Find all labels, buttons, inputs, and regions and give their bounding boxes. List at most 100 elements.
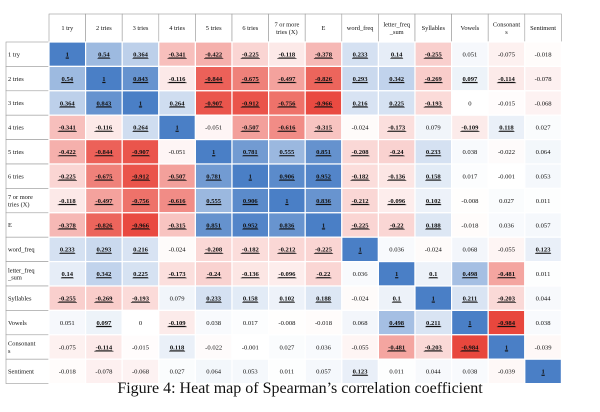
column-header-label: 1 try [61, 25, 74, 32]
cell-value-label: 0.54 [98, 52, 110, 59]
cell-value-label: 0.851 [206, 222, 221, 229]
heatmap-cell [341, 41, 379, 67]
cell-value-label: 0.027 [536, 125, 552, 132]
heatmap-cell [231, 187, 270, 214]
heatmap-cell [304, 212, 343, 238]
cell-value-label: -0.114 [96, 344, 113, 351]
cell-value-label: -0.497 [95, 198, 113, 205]
cell-value-label: 1 [102, 76, 105, 83]
row-header-line: s [8, 348, 11, 355]
heatmap-cell [487, 334, 526, 360]
row-header-line: 4 tries [8, 125, 24, 132]
cell-value-label: -0.378 [315, 52, 333, 59]
heatmap-cell [304, 139, 343, 165]
heatmap-cell [524, 187, 562, 214]
cell-value-label: 0.843 [133, 76, 149, 83]
cell-value-label: -0.984 [461, 344, 479, 351]
cell-value-label: 1 [505, 344, 508, 351]
column-header-line: 4 tries [169, 25, 185, 32]
heatmap-cell [268, 236, 306, 263]
heatmap-cell [158, 65, 197, 92]
cell-value-label: -0.193 [132, 296, 150, 303]
cell-value-label: -0.966 [315, 100, 333, 107]
cell-value-label: 0.102 [279, 296, 295, 303]
cell-value-label: 0.836 [316, 198, 332, 205]
cell-value-label: -0.051 [169, 149, 186, 156]
column-header-cell [451, 13, 489, 43]
heatmap-cell [377, 187, 416, 214]
cell-value-label: -0.225 [242, 52, 260, 59]
heatmap-cell [268, 41, 306, 67]
cell-value-label: 0.027 [499, 198, 515, 205]
heatmap-cell [48, 285, 87, 311]
heatmap-cell [158, 212, 197, 238]
column-header-label: 6 tries [242, 25, 258, 32]
heatmap-cell [84, 187, 123, 214]
heatmap-cell [304, 41, 343, 67]
heatmap-cell [194, 309, 233, 336]
cell-value-label: -0.675 [242, 76, 260, 83]
column-header-cell [85, 13, 123, 43]
cell-value-label: 0.102 [426, 198, 442, 205]
cell-value-label: -0.018 [59, 369, 77, 376]
heatmap-cell [377, 90, 416, 116]
heatmap-cell [414, 212, 453, 238]
heatmap-cell [377, 285, 416, 311]
heatmap-cell [414, 309, 453, 336]
heatmap-cell [84, 65, 123, 92]
cell-value-label: 1 [322, 222, 325, 229]
cell-value-label: -0.075 [498, 52, 516, 59]
heatmap-cell [121, 334, 160, 360]
heatmap-cell [121, 358, 160, 385]
heatmap-cell [451, 139, 489, 165]
column-header-line: 1 try [61, 25, 74, 32]
cell-value-label: -0.208 [205, 247, 223, 254]
heatmap-cell [524, 139, 562, 165]
cell-value-label: 0.225 [389, 100, 405, 107]
heatmap-cell [414, 187, 453, 214]
cell-value-label: -0.481 [498, 271, 515, 278]
cell-value-label: -0.675 [95, 174, 113, 181]
column-header-label: Syllables [422, 25, 446, 32]
row-header-line: word_freq [8, 247, 35, 254]
cell-value-label: 0.011 [536, 198, 551, 205]
cell-value-label: 0.233 [426, 149, 442, 156]
heatmap-cell [48, 114, 87, 141]
column-header-cell [524, 13, 562, 43]
cell-value-label: 0.079 [426, 125, 442, 132]
cell-value-label: -0.024 [169, 247, 187, 254]
cell-value-label: 0 [139, 320, 143, 327]
cell-value-label: 0.051 [60, 320, 75, 327]
cell-value-label: -0.118 [59, 198, 76, 205]
heatmap-cell [487, 285, 526, 311]
cell-value-label: -0.225 [352, 222, 370, 229]
heatmap-cell [304, 163, 343, 189]
cell-value-label: -0.341 [59, 125, 76, 132]
heatmap-cell [268, 212, 306, 238]
cell-value-label: -0.055 [352, 344, 370, 351]
row-header-label: Sentiment [8, 369, 34, 376]
cell-value-label: -0.193 [425, 100, 443, 107]
cell-value-label: 0.781 [243, 149, 258, 156]
row-header-line: 7 or more [8, 194, 33, 201]
cell-value-label: 0.011 [280, 369, 295, 376]
row-header-label: 2 tries [8, 76, 24, 83]
cell-value-label: -0.984 [498, 320, 516, 327]
column-header-line: Vowels [461, 25, 480, 32]
heatmap-cell [487, 65, 526, 92]
heatmap-cell [377, 334, 416, 360]
heatmap-cell [231, 236, 270, 263]
row-header-cell [5, 188, 50, 214]
column-header-line: Syllables [422, 25, 446, 32]
heatmap-cell [84, 139, 123, 165]
cell-value-label: -0.844 [95, 149, 113, 156]
row-header-label: Syllables [8, 295, 32, 302]
heatmap-cell [414, 236, 453, 263]
heatmap-cell [231, 65, 270, 92]
cell-value-label: 0.017 [243, 320, 259, 327]
cell-value-label: -0.756 [278, 100, 296, 107]
cell-value-label: 0.123 [353, 369, 369, 376]
heatmap-cell [487, 163, 526, 189]
row-header-cell [5, 41, 50, 67]
